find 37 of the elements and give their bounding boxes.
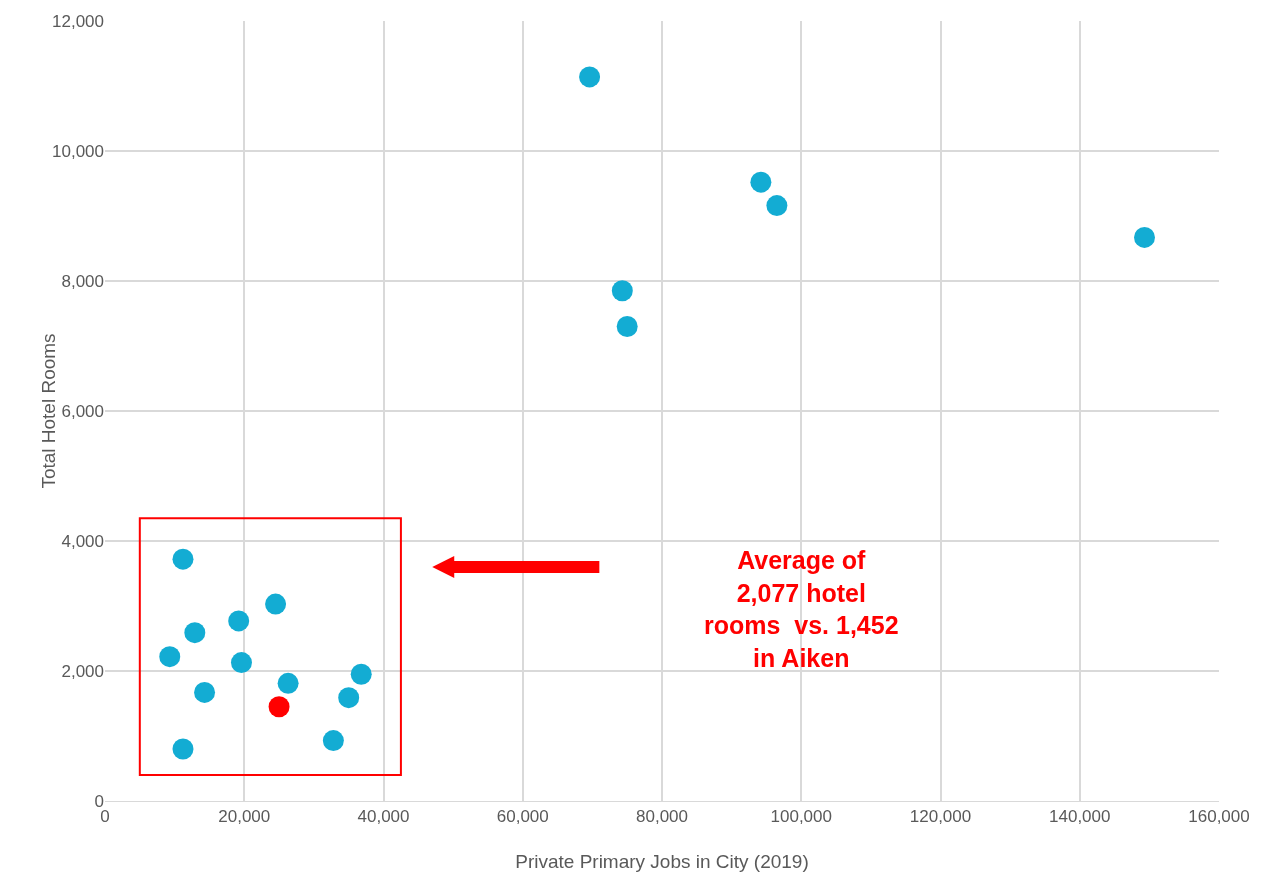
point xyxy=(172,738,194,760)
y-tick-label: 12,000 xyxy=(52,11,104,31)
point xyxy=(277,672,299,694)
x-axis-title: Private Primary Jobs in City (2019) xyxy=(515,851,809,872)
point xyxy=(268,696,290,718)
point xyxy=(228,610,250,632)
x-tick-label: 140,000 xyxy=(1049,807,1111,827)
point xyxy=(766,195,788,217)
point xyxy=(616,316,638,337)
y-tick-label: 8,000 xyxy=(61,271,104,291)
point xyxy=(1134,226,1155,248)
point xyxy=(322,730,344,752)
point xyxy=(184,622,206,644)
point xyxy=(350,663,372,685)
point xyxy=(265,593,287,615)
annotation: Average of 2,077 hotel rooms vs. 1,452 in Aiken xyxy=(704,546,899,672)
y-tick-label: 6,000 xyxy=(61,401,104,421)
y-tick-label: 4,000 xyxy=(61,531,104,551)
point xyxy=(230,652,252,674)
point xyxy=(172,548,194,570)
x-tick-label: 160,000 xyxy=(1188,807,1250,827)
point xyxy=(750,171,772,193)
point xyxy=(579,66,601,88)
x-tick-label: 60,000 xyxy=(496,807,549,827)
y-tick-label: 0 xyxy=(94,791,104,811)
point xyxy=(194,681,216,703)
x-tick-label: 80,000 xyxy=(636,807,688,827)
point xyxy=(338,687,360,709)
x-tick-label: 20,000 xyxy=(218,807,271,827)
x-tick-label: 40,000 xyxy=(357,807,410,827)
x-tick-label: 100,000 xyxy=(770,807,832,827)
point xyxy=(159,646,181,668)
y-tick-label: 10,000 xyxy=(52,141,104,161)
y-axis-title: Total Hotel Rooms xyxy=(38,333,60,489)
y-tick-label: 2,000 xyxy=(61,661,104,681)
point xyxy=(611,280,633,302)
x-tick-label: 120,000 xyxy=(909,807,972,827)
